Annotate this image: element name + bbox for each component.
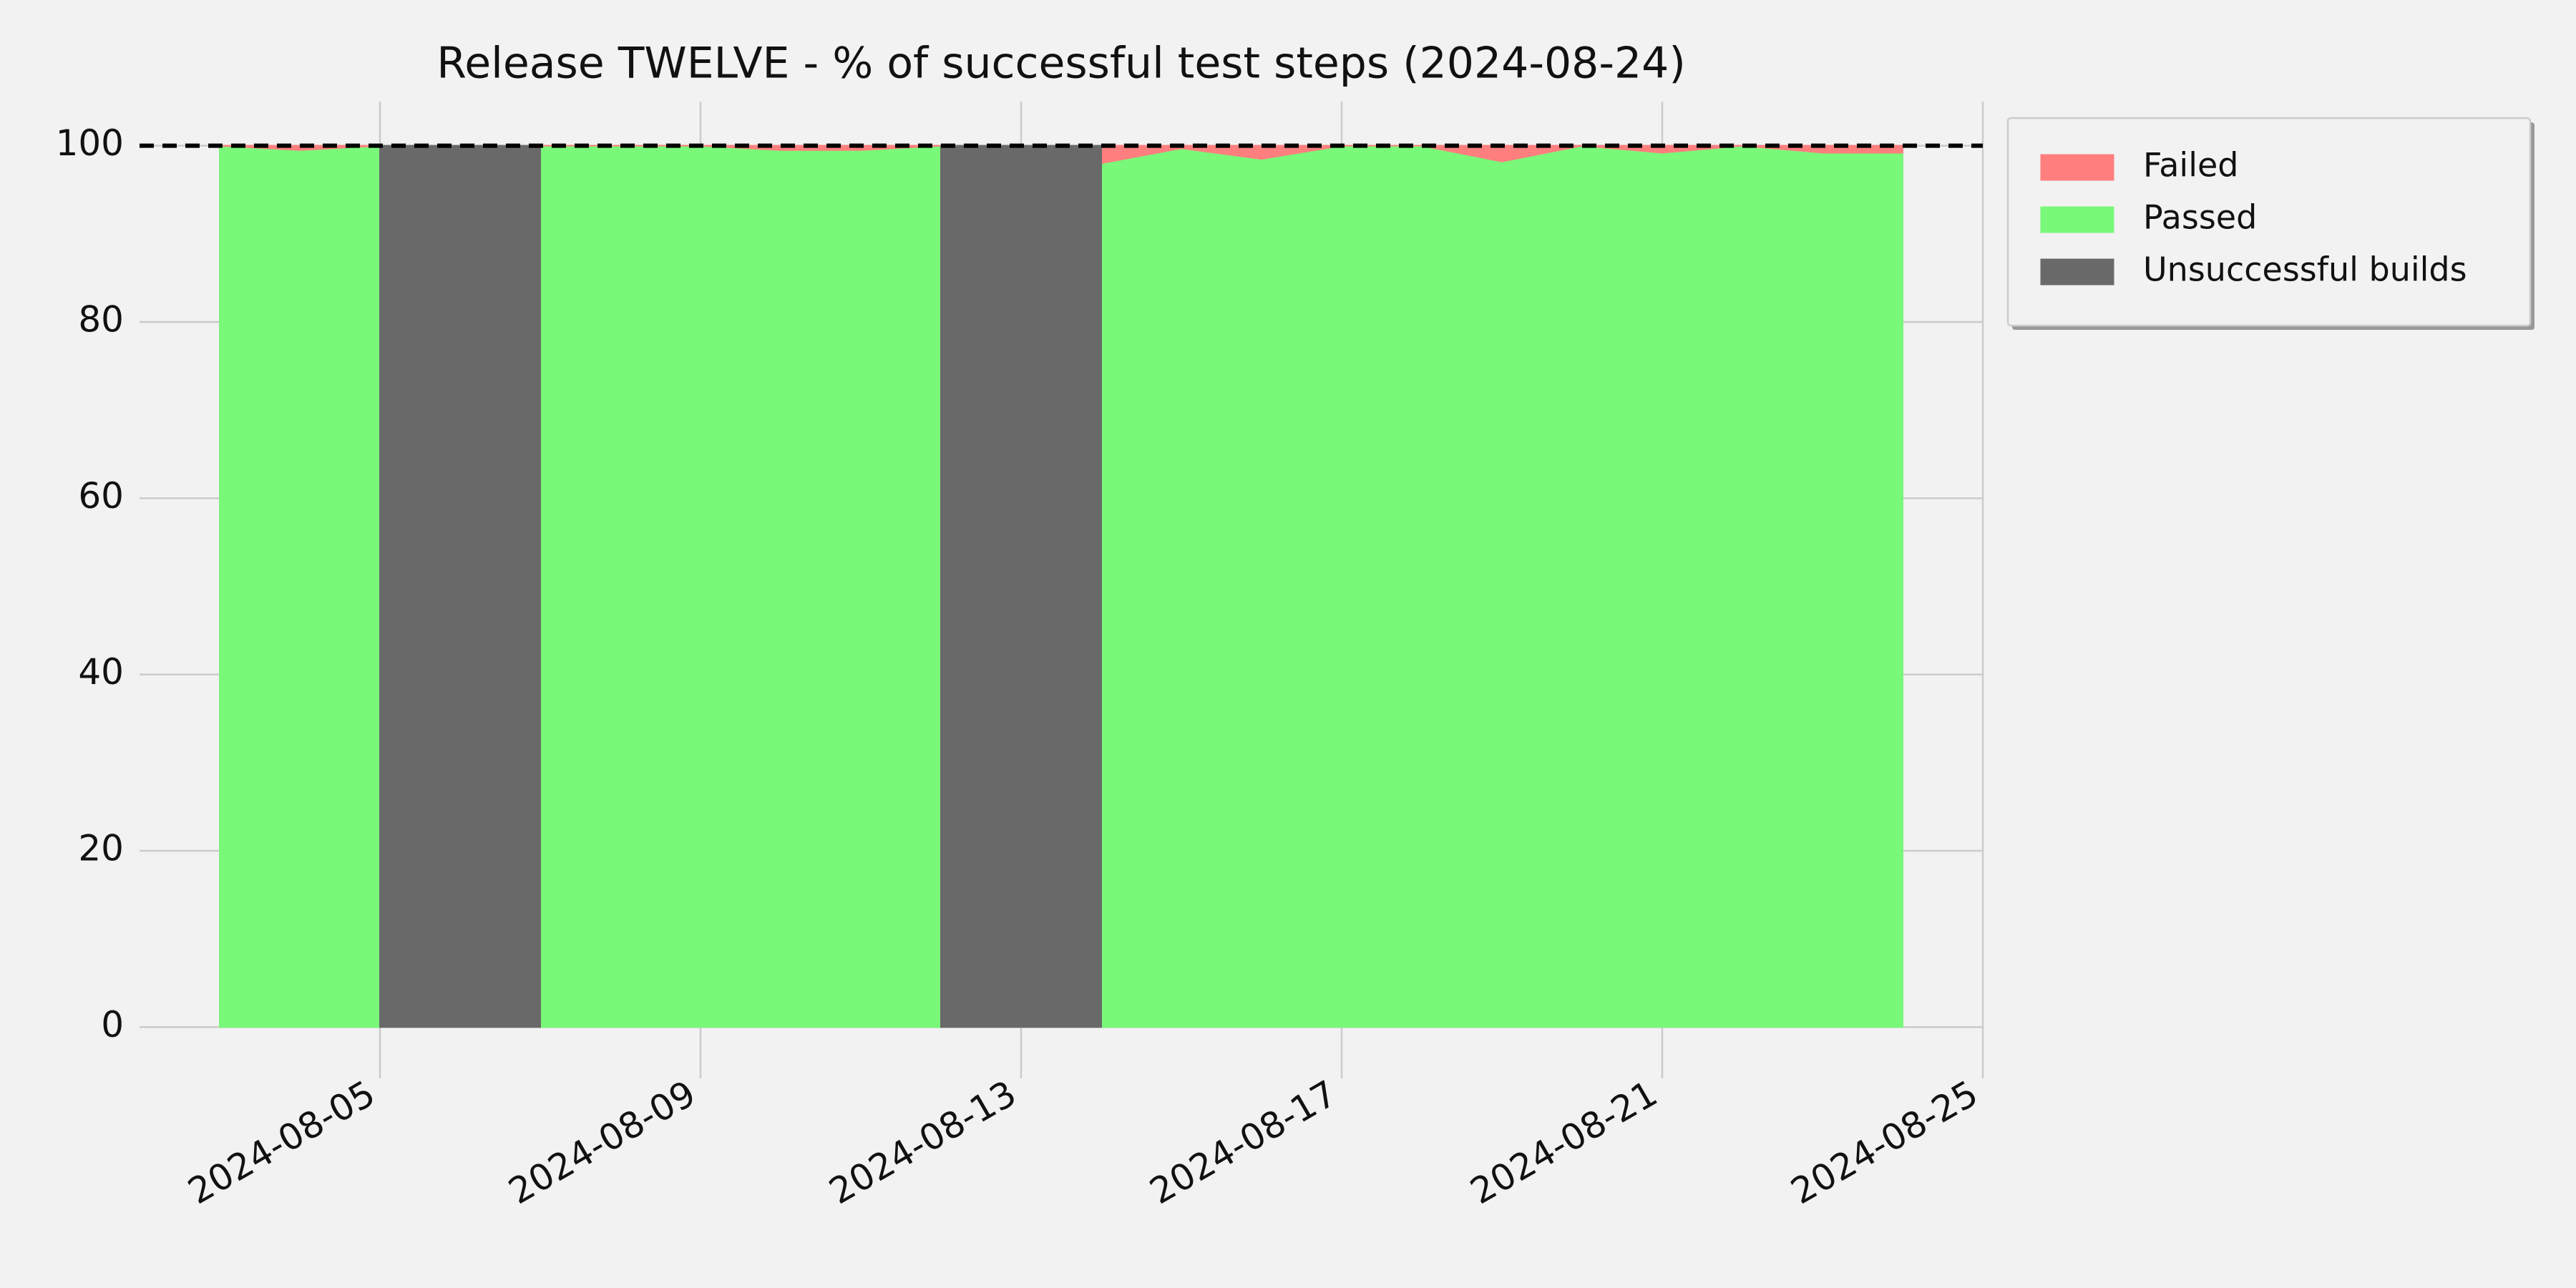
legend-label: Passed [2143, 198, 2257, 237]
area [219, 145, 381, 1028]
area [940, 145, 1102, 1028]
legend-swatch [2040, 258, 2114, 286]
area [379, 145, 541, 1028]
y-tick-label: 40 [78, 651, 124, 693]
area [540, 145, 942, 1028]
legend-label: Failed [2143, 146, 2239, 185]
y-tick-label: 20 [78, 828, 124, 869]
legend-swatch [2040, 154, 2114, 181]
chart-title: Release TWELVE - % of successful test st… [436, 39, 1685, 89]
legend-box [2006, 117, 2532, 327]
area [1101, 145, 1903, 165]
legend-swatch [2040, 206, 2114, 233]
y-tick-label: 0 [101, 1004, 124, 1045]
y-tick-label: 100 [56, 122, 124, 164]
y-tick-label: 60 [78, 475, 124, 517]
y-tick-label: 80 [78, 298, 124, 340]
legend-label: Unsuccessful builds [2143, 250, 2467, 289]
legend: Failed Passed Unsuccessful builds [2006, 117, 2534, 330]
area [1101, 145, 1903, 1028]
